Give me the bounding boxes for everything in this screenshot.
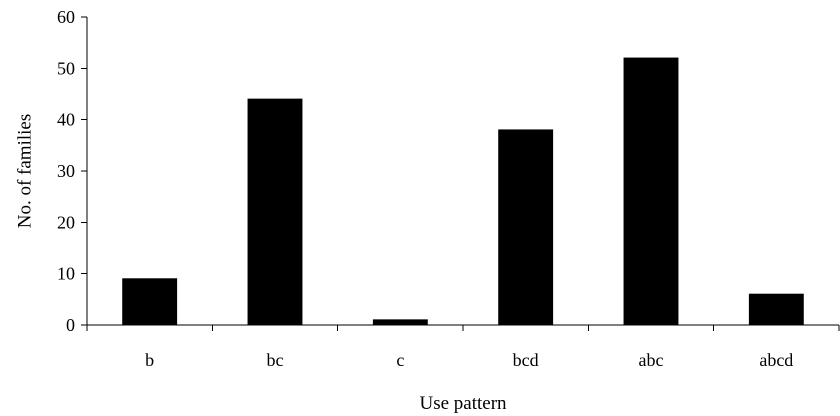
x-category-label: b — [145, 350, 154, 370]
bar-b — [122, 278, 178, 326]
x-axis-ticks — [86, 325, 840, 331]
bar-abc — [623, 57, 679, 326]
y-tick-labels: 0 10 20 30 40 50 60 — [57, 7, 75, 335]
bar-abcd — [748, 293, 804, 326]
y-tick-label: 30 — [57, 161, 75, 181]
y-tick-label: 20 — [57, 212, 75, 232]
y-tick-label: 40 — [57, 110, 75, 130]
x-axis-title: Use pattern — [419, 393, 507, 414]
bars — [122, 57, 804, 326]
y-axis-title: No. of families — [14, 114, 35, 229]
x-category-label: abc — [639, 350, 664, 370]
bar-bcd — [498, 129, 554, 326]
y-tick-label: 10 — [57, 264, 75, 284]
x-category-label: c — [396, 350, 404, 370]
x-category-labels: b bc c bcd abc abcd — [145, 350, 793, 370]
x-category-label: abcd — [759, 350, 793, 370]
y-tick-label: 60 — [57, 7, 75, 27]
x-category-label: bc — [267, 350, 284, 370]
x-category-label: bcd — [513, 350, 539, 370]
bar-c — [372, 319, 428, 326]
y-tick-label: 0 — [66, 315, 75, 335]
y-tick-label: 50 — [57, 58, 75, 78]
bar-bc — [247, 98, 303, 326]
y-axis-ticks — [81, 16, 87, 326]
